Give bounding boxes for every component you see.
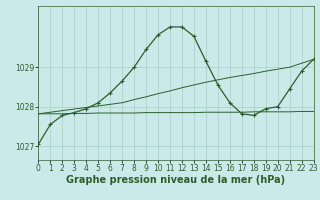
X-axis label: Graphe pression niveau de la mer (hPa): Graphe pression niveau de la mer (hPa) [67,175,285,185]
